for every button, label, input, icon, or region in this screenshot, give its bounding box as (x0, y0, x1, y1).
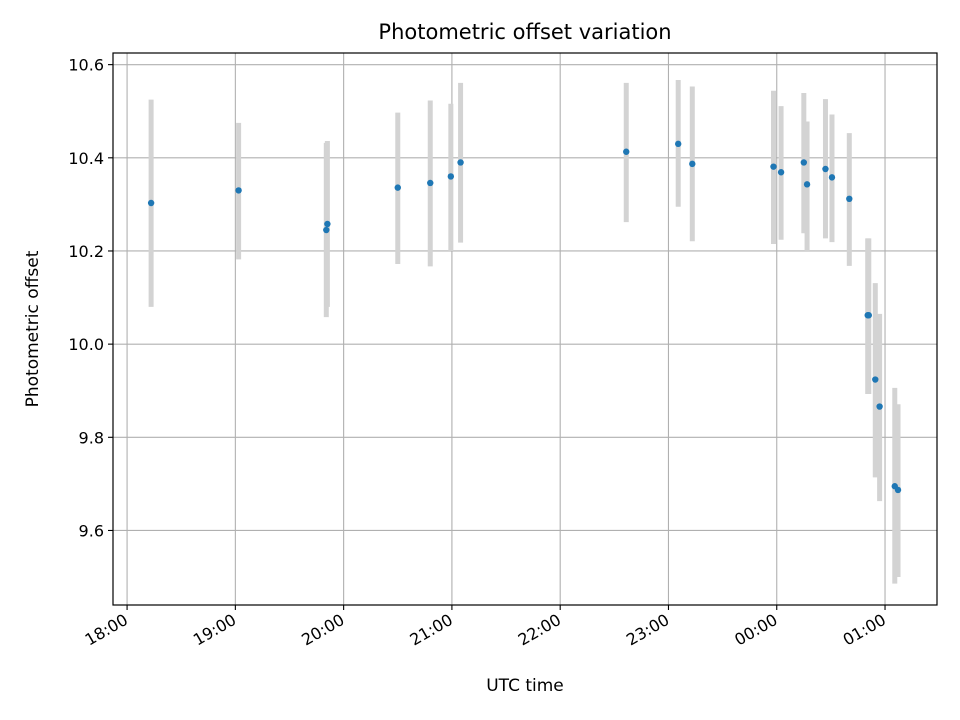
data-point (822, 165, 829, 173)
plot-frame (112, 52, 938, 606)
y-axis: 9.6 9.8 10.0 10.2 10.4 10.6 (68, 56, 113, 540)
data-point (865, 312, 872, 319)
data-point (324, 220, 331, 228)
data-point (623, 148, 630, 155)
y-tick-label: 10.6 (68, 56, 104, 75)
y-tick-label: 10.0 (68, 335, 104, 354)
data-point (800, 159, 808, 166)
data-point (427, 179, 434, 187)
data-point (872, 376, 879, 383)
data-point (675, 140, 682, 148)
data-point (323, 226, 330, 234)
data-point (689, 160, 696, 168)
data-point (147, 199, 155, 207)
y-tick-label: 9.8 (79, 428, 104, 447)
data-point (394, 184, 401, 191)
data-point (876, 403, 883, 410)
x-axis-title: UTC time (486, 676, 564, 696)
data-point (846, 195, 853, 203)
data-point (447, 173, 455, 180)
y-tick-label: 10.2 (68, 242, 104, 261)
data-points (147, 140, 902, 494)
data-point (770, 163, 777, 170)
data-point (803, 181, 811, 188)
y-tick-label: 10.4 (68, 149, 104, 168)
chart-title: Photometric offset variation (378, 20, 671, 44)
y-tick-label: 9.6 (79, 521, 104, 540)
y-axis-title: Photometric offset (23, 250, 43, 407)
data-point (894, 486, 902, 494)
data-point (777, 169, 785, 176)
data-point (457, 159, 464, 166)
data-point (235, 187, 242, 194)
data-point (828, 174, 836, 181)
grid (113, 53, 937, 605)
